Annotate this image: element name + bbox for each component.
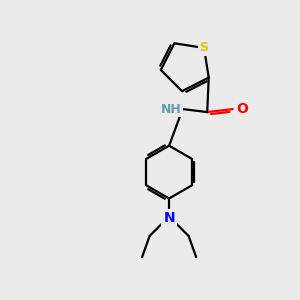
Text: NH: NH — [161, 103, 182, 116]
Text: N: N — [163, 211, 175, 225]
Text: S: S — [200, 41, 208, 55]
Text: O: O — [236, 102, 248, 116]
